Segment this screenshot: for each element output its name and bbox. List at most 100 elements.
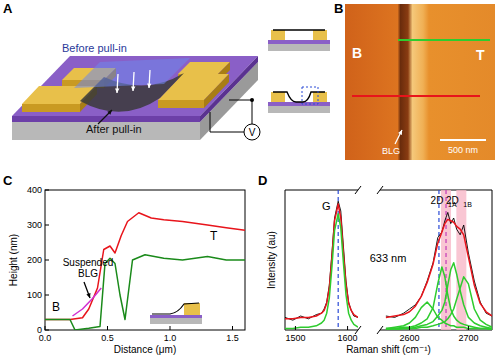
- peak-label: 2D: [431, 195, 444, 206]
- annotation: 633 nm: [370, 252, 407, 264]
- axis-break: [355, 186, 361, 194]
- axis-label: Height (nm): [8, 234, 19, 286]
- tick: [347, 326, 348, 330]
- electrode: [22, 104, 80, 112]
- electrode: [204, 74, 229, 108]
- arrow-head: [398, 130, 402, 135]
- series-line: [285, 214, 358, 329]
- label: T: [476, 47, 485, 63]
- substrate: [12, 122, 200, 140]
- tick: [232, 326, 233, 330]
- reference-line: [445, 190, 446, 330]
- series-line: [386, 212, 492, 317]
- tick-label: 0.0: [39, 333, 52, 343]
- arrow-head: [147, 83, 151, 88]
- annotation: After pull-in: [86, 123, 142, 135]
- node: [250, 98, 254, 102]
- afm-map: [345, 4, 495, 160]
- membrane: [273, 29, 325, 30]
- electrode: [271, 30, 285, 40]
- substrate: [268, 106, 330, 113]
- arrow-head: [131, 86, 135, 91]
- series-line: [386, 302, 492, 330]
- peak-label: G: [322, 200, 331, 212]
- tick-label: 1600: [338, 333, 358, 343]
- afm-image: BTBLG500 nm: [345, 4, 495, 160]
- series-line: [73, 288, 102, 316]
- tick-label: 100: [27, 290, 42, 300]
- tick-label: 1.0: [164, 333, 177, 343]
- frame-line: [492, 190, 493, 330]
- tick: [409, 326, 410, 330]
- reference-line: [338, 190, 339, 330]
- voltage-label: V: [249, 127, 256, 138]
- oxide: [268, 40, 330, 44]
- substrate: [268, 44, 330, 51]
- profile-line: [352, 95, 480, 97]
- reference-line: [438, 190, 439, 330]
- peak-label-sub: 1B: [463, 201, 472, 208]
- tick: [45, 326, 46, 330]
- tick: [295, 326, 296, 330]
- electrode: [184, 303, 200, 315]
- series-line: [386, 267, 492, 329]
- arrow-head: [86, 293, 90, 298]
- arrow: [395, 130, 402, 144]
- tick-label: 1.5: [226, 333, 239, 343]
- frame-line: [285, 330, 358, 331]
- tick: [170, 326, 171, 330]
- axis-break: [377, 326, 383, 334]
- electrode: [271, 92, 285, 102]
- axis-break: [377, 186, 383, 194]
- annotation: Suspended: [63, 257, 114, 268]
- highlight-box: [302, 87, 318, 104]
- plot-area: [45, 213, 245, 330]
- frame-line: [285, 190, 286, 330]
- panel-letter: B: [334, 1, 343, 16]
- tick-label: 200: [27, 255, 42, 265]
- electrode: [158, 100, 204, 108]
- label: 500 nm: [448, 145, 478, 155]
- electrode: [313, 92, 327, 102]
- figure: ABefore pull-inAfter pull-inVBBTBLG500 n…: [0, 0, 500, 364]
- axis-label: Distance (μm): [114, 344, 176, 355]
- electrode: [313, 30, 327, 40]
- plot-area: [285, 190, 358, 330]
- tick: [45, 330, 49, 331]
- voltage-source: [244, 124, 260, 140]
- plot-frame: [45, 190, 245, 330]
- tick-label: 1500: [285, 333, 305, 343]
- series-line: [386, 263, 492, 330]
- tick-label: 300: [27, 220, 42, 230]
- substrate: [150, 318, 202, 324]
- tick-label: 2700: [458, 333, 478, 343]
- axis-label: Raman shift (cm⁻¹): [346, 344, 431, 355]
- frame-line: [285, 190, 358, 191]
- plot-frame: [285, 186, 361, 334]
- tick: [468, 326, 469, 330]
- arrow: [98, 110, 112, 124]
- annotation: B: [52, 300, 60, 314]
- series-line: [45, 213, 245, 320]
- tick: [45, 225, 49, 226]
- arrow-head: [107, 110, 112, 115]
- label: B: [352, 45, 362, 61]
- panel-letter: C: [3, 173, 13, 188]
- arrow-head: [115, 88, 119, 93]
- oxide: [12, 56, 258, 116]
- tick: [45, 190, 49, 191]
- annotation: Before pull-in: [62, 42, 127, 54]
- frame-line: [380, 190, 492, 191]
- panel-letter: D: [258, 173, 267, 188]
- series-line: [386, 219, 492, 317]
- panel-letter: A: [3, 1, 13, 16]
- peak-label: 2D: [446, 195, 459, 206]
- membrane: [273, 92, 325, 102]
- membrane-before: [74, 58, 190, 88]
- tick-label: 400: [27, 185, 42, 195]
- arrow: [84, 282, 90, 298]
- wire: [229, 100, 252, 124]
- profile-line: [398, 39, 490, 41]
- scale-bar: [440, 139, 486, 141]
- series-line: [45, 255, 245, 330]
